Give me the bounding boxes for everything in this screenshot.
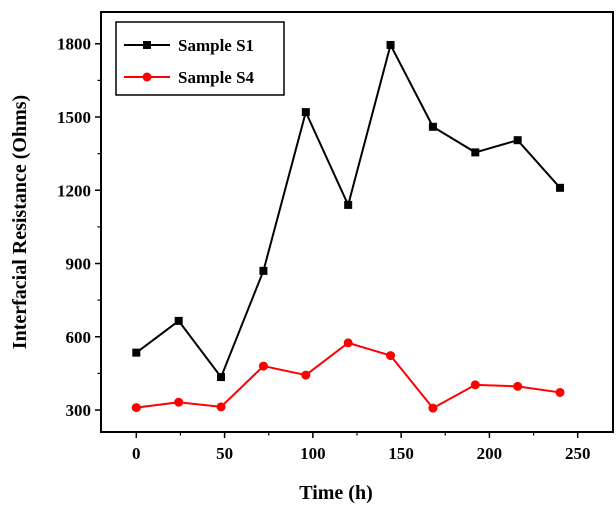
data-point (386, 351, 396, 361)
legend: Sample S1 Sample S4 (115, 21, 285, 96)
data-point (556, 183, 565, 192)
axis-ticks: 0 50 100 150 200 250 300 600 900 1200 1500 1800 (57, 35, 590, 463)
legend-label: Sample S4 (178, 68, 255, 87)
data-point (217, 373, 226, 382)
legend-marker (143, 41, 151, 49)
data-point (259, 266, 268, 275)
x-tick-label: 100 (300, 444, 326, 463)
series-2 (131, 338, 565, 413)
data-point (258, 361, 268, 371)
x-tick-label: 50 (216, 444, 233, 463)
data-point (301, 370, 311, 380)
data-point (470, 380, 480, 390)
data-point (428, 403, 438, 413)
x-tick-label: 0 (132, 444, 141, 463)
data-point (513, 381, 523, 391)
series-1 (132, 40, 565, 382)
series-line (136, 341, 561, 410)
series-layer (131, 40, 565, 413)
y-tick-label: 600 (66, 328, 92, 347)
x-tick-label: 200 (477, 444, 503, 463)
data-point (131, 403, 141, 413)
legend-label: Sample S1 (178, 36, 254, 55)
data-point (471, 148, 480, 157)
data-point (301, 108, 310, 117)
y-tick-label: 900 (66, 255, 92, 274)
data-point (343, 338, 353, 348)
data-point (174, 316, 183, 325)
data-point (174, 397, 184, 407)
y-tick-label: 300 (66, 401, 92, 420)
x-axis-title: Time (h) (299, 482, 373, 504)
data-point (428, 122, 437, 131)
y-tick-label: 1800 (57, 35, 91, 54)
y-tick-label: 1500 (57, 108, 91, 127)
legend-box (115, 21, 285, 96)
data-point (386, 40, 395, 49)
legend-entry: Sample S1 (124, 36, 254, 55)
data-point (513, 136, 522, 145)
legend-marker (142, 72, 152, 82)
data-point (555, 387, 565, 397)
legend-entry: Sample S4 (124, 68, 255, 87)
data-point (216, 402, 226, 412)
data-point (344, 200, 353, 209)
x-tick-label: 150 (388, 444, 414, 463)
y-tick-label: 1200 (57, 181, 91, 200)
data-point (132, 348, 141, 357)
y-axis-title: Interfacial Resistance (Ohms) (9, 95, 31, 349)
x-tick-label: 250 (565, 444, 591, 463)
